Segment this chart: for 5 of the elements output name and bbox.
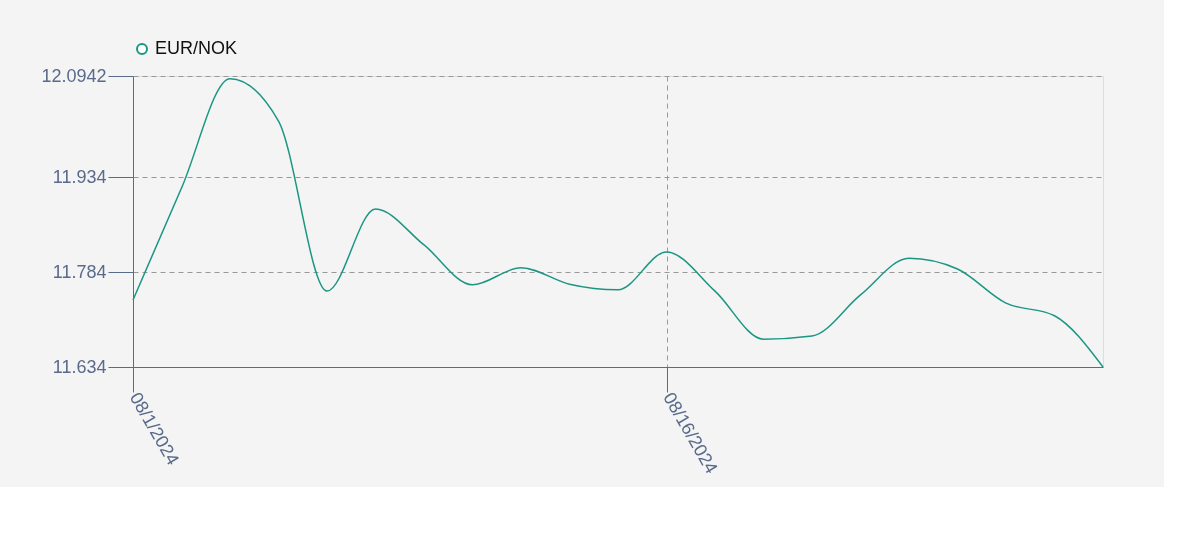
y-tick-label: 11.934 bbox=[52, 166, 107, 187]
y-tick-label: 11.634 bbox=[52, 356, 107, 377]
legend-label: EUR/NOK bbox=[155, 38, 238, 58]
y-tick-label: 11.784 bbox=[52, 261, 107, 282]
y-tick-label: 12.0942 bbox=[41, 65, 107, 86]
